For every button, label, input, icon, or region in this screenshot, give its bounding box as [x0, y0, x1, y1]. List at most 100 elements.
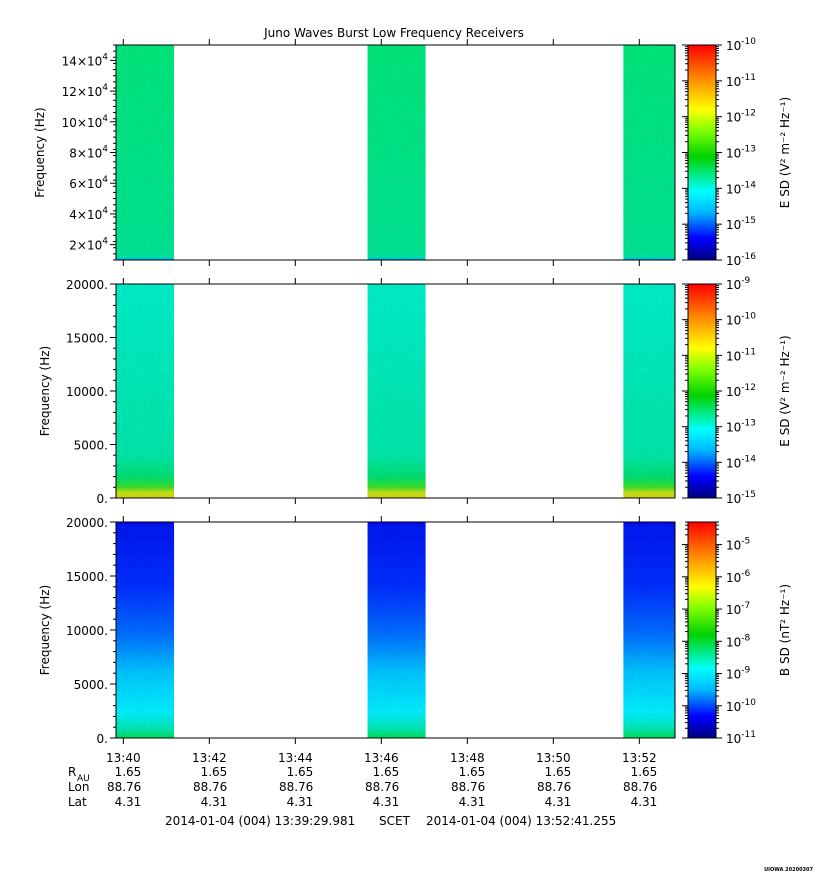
y-tick-label: 12×104 — [62, 83, 109, 99]
ephemeris-value: 88.76 — [537, 780, 571, 794]
panel-2: 0. 5000. 10000. 15000. 20000. Frequency (Hz) — [38, 278, 676, 506]
ephemeris-value: 88.76 — [451, 780, 485, 794]
data-block — [116, 45, 175, 260]
ephemeris-value: 1.65 — [373, 765, 400, 779]
colorbar-strip — [687, 44, 717, 261]
y-tick-label: 0. — [97, 732, 108, 746]
time-span-frame: SCET — [379, 814, 411, 828]
colorbar-tick-label: 10-16 — [726, 252, 756, 268]
y-tick-label: 20000. — [66, 278, 108, 292]
colorbar-label: E SD (V² m⁻² Hz⁻¹) — [778, 335, 792, 446]
y-tick-label: 10000. — [66, 385, 108, 399]
colorbar-strip — [687, 521, 717, 739]
colorbar-strip — [687, 283, 717, 499]
colorbar-tick-label: 10-9 — [726, 276, 751, 292]
y-axis-label: Frequency (Hz) — [38, 585, 52, 676]
x-tick-label: 13:46 — [364, 751, 399, 765]
data-block — [623, 284, 675, 498]
ephemeris-label-sub: AU — [77, 774, 90, 784]
colorbar-tick-label: 10-15 — [726, 490, 756, 506]
y-tick-label: 2×104 — [69, 237, 108, 253]
colorbar-tick-label: 10-15 — [726, 216, 756, 232]
data-block — [623, 522, 675, 738]
y-axis-label: Frequency (Hz) — [33, 107, 47, 198]
colorbar-tick-label: 10-11 — [726, 73, 756, 89]
colorbar-tick-label: 10-11 — [726, 347, 756, 363]
y-axis-label: Frequency (Hz) — [38, 346, 52, 437]
x-tick-label: 13:50 — [536, 751, 571, 765]
ephemeris-value: 1.65 — [201, 765, 228, 779]
colorbar-tick-label: 10-14 — [726, 180, 756, 196]
chart-title: Juno Waves Burst Low Frequency Receivers — [263, 26, 524, 40]
ephemeris-value: 1.65 — [631, 765, 658, 779]
ephemeris-value: 88.76 — [107, 780, 141, 794]
y-tick-label: 5000. — [74, 439, 108, 453]
colorbar-tick-label: 10-12 — [726, 383, 756, 399]
colorbar-label: E SD (V² m⁻² Hz⁻¹) — [778, 97, 792, 208]
panel-2-colorbar: 10-9 10-10 10-11 10-12 10-13 10-14 10-15 E SD (… — [682, 276, 792, 506]
y-tick-label: 6×104 — [69, 175, 108, 191]
y-tick-label: 15000. — [66, 570, 108, 584]
data-block — [367, 45, 426, 260]
time-span-start: 2014-01-04 (004) 13:39:29.981 — [165, 814, 355, 828]
ephemeris-value: 4.31 — [287, 795, 314, 809]
colorbar-tick-label: 10-14 — [726, 454, 756, 470]
panel-3-colorbar: 10-5 10-6 10-7 10-8 10-9 10-10 10-11 B SD (nT² … — [682, 521, 792, 746]
y-tick-label: 20000. — [66, 516, 108, 530]
ephemeris-value: 88.76 — [193, 780, 227, 794]
y-tick-label: 10000. — [66, 624, 108, 638]
y-tick-label: 8×104 — [69, 145, 108, 161]
data-block — [623, 45, 675, 260]
x-tick-label: 13:48 — [450, 751, 485, 765]
ephemeris-value: 4.31 — [631, 795, 658, 809]
ephemeris-value: 88.76 — [365, 780, 399, 794]
data-block — [367, 284, 426, 498]
colorbar-tick-label: 10-11 — [726, 730, 756, 746]
y-tick-label: 15000. — [66, 332, 108, 346]
x-tick-label: 13:40 — [106, 751, 141, 765]
ephemeris-value: 4.31 — [115, 795, 142, 809]
data-block — [116, 284, 175, 498]
ephemeris-value: 4.31 — [459, 795, 486, 809]
ephemeris-value: 88.76 — [279, 780, 313, 794]
ephemeris-value: 4.31 — [545, 795, 572, 809]
colorbar-label: B SD (nT² Hz⁻¹) — [778, 584, 792, 676]
colorbar-tick-label: 10-6 — [726, 569, 751, 585]
colorbar-tick-label: 10-10 — [726, 37, 756, 53]
x-tick-label: 13:42 — [192, 751, 227, 765]
colorbar-tick-label: 10-5 — [726, 537, 750, 553]
ephemeris-value: 1.65 — [545, 765, 572, 779]
ephemeris-label: Lon — [68, 780, 89, 794]
colorbar-tick-label: 10-10 — [726, 312, 756, 328]
colorbar-tick-label: 10-9 — [726, 666, 751, 682]
ephemeris-value: 1.65 — [115, 765, 142, 779]
colorbar-tick-label: 10-12 — [726, 109, 756, 125]
ephemeris-value: 1.65 — [459, 765, 486, 779]
time-span-end: 2014-01-04 (004) 13:52:41.255 — [426, 814, 616, 828]
y-tick-label: 14×104 — [62, 52, 109, 68]
x-tick-label: 13:52 — [622, 751, 657, 765]
ephemeris-label: R — [68, 765, 76, 779]
ephemeris-value: 4.31 — [201, 795, 228, 809]
x-tick-label: 13:44 — [278, 751, 313, 765]
colorbar-tick-label: 10-13 — [726, 419, 756, 435]
ephemeris-value: 1.65 — [287, 765, 314, 779]
colorbar-tick-label: 10-13 — [726, 145, 756, 161]
ephemeris-value: 88.76 — [623, 780, 657, 794]
panel-3: 0. 5000. 10000. 15000. 20000. Frequency (Hz) — [38, 516, 676, 746]
data-block — [116, 522, 175, 738]
y-tick-label: 4×104 — [69, 206, 108, 222]
colorbar-tick-label: 10-7 — [726, 601, 750, 617]
ephemeris-label: Lat — [68, 795, 87, 809]
panel-1: 2×104 4×104 6×104 8×104 10×104 12×104 14×104 Fr… — [33, 39, 676, 266]
panel-1-colorbar: 10-10 10-11 10-12 10-13 10-14 10-15 10-16 E SD … — [682, 37, 792, 268]
y-tick-label: 0. — [97, 492, 108, 506]
colorbar-tick-label: 10-8 — [726, 633, 751, 649]
footer-stamp: UIOWA 20200307 — [764, 867, 813, 873]
ephemeris-value: 4.31 — [373, 795, 400, 809]
y-tick-label: 10×104 — [62, 114, 109, 130]
data-block — [367, 522, 426, 738]
colorbar-tick-label: 10-10 — [726, 698, 756, 714]
y-tick-label: 5000. — [74, 678, 108, 692]
